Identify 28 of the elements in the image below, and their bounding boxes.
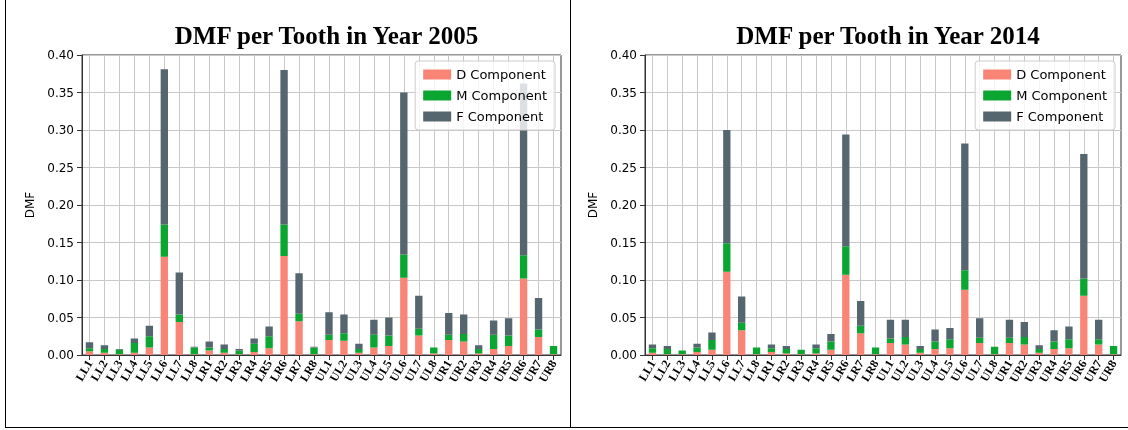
y-tick-label: 0.35 — [47, 85, 74, 100]
y-tick-label: 0.40 — [610, 48, 637, 62]
legend-label: F Component — [1016, 109, 1104, 124]
legend-label: M Component — [456, 88, 548, 103]
y-tick-label: 0.05 — [610, 310, 637, 325]
y-tick-label: 0.25 — [610, 160, 637, 175]
y-tick-label: 0.15 — [47, 235, 74, 250]
y-tick-label: 0.05 — [47, 310, 74, 325]
legend-label: D Component — [456, 67, 546, 82]
y-tick-label: 0.00 — [610, 348, 637, 362]
chart-title: DMF per Tooth in Year 2014 — [736, 22, 1041, 49]
chart-title: DMF per Tooth in Year 2005 — [174, 22, 479, 49]
y-axis-title: DMF — [586, 191, 601, 219]
y-tick-label: 0.40 — [47, 48, 74, 62]
y-tick-label: 0.10 — [610, 273, 637, 287]
y-tick-label: 0.30 — [610, 123, 637, 137]
y-tick-label: 0.00 — [47, 348, 74, 362]
y-tick-label: 0.35 — [610, 85, 637, 100]
y-tick-label: 0.20 — [47, 198, 74, 212]
y-axis-title: DMF — [23, 191, 38, 219]
y-tick-label: 0.15 — [610, 235, 637, 250]
y-tick-label: 0.30 — [47, 123, 74, 137]
legend-label: M Component — [1016, 88, 1108, 103]
y-tick-label: 0.10 — [47, 273, 74, 287]
y-tick-label: 0.20 — [610, 198, 637, 212]
legend-label: D Component — [1016, 67, 1106, 82]
y-tick-label: 0.25 — [47, 160, 74, 175]
legend-label: F Component — [456, 109, 544, 124]
